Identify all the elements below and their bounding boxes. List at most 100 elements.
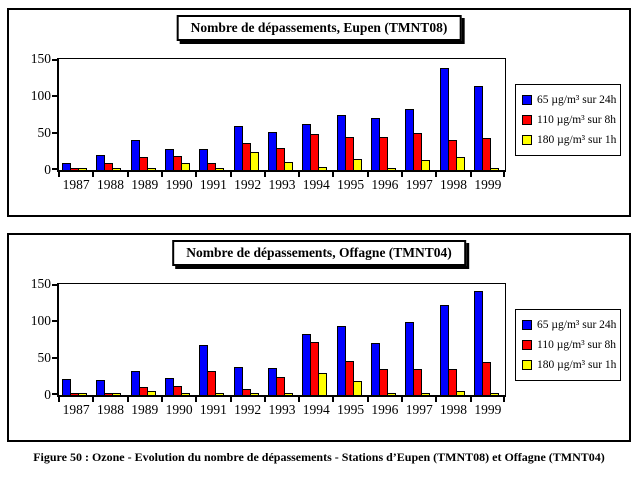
bar-1995-series-1 bbox=[344, 360, 354, 395]
x-axis-label: 1992 bbox=[234, 402, 262, 417]
bar-1991-series-0 bbox=[199, 344, 209, 395]
bar-1992-series-2 bbox=[249, 152, 259, 170]
bar-1996-series-1 bbox=[378, 369, 388, 395]
y-axis-label: 100 bbox=[30, 313, 51, 328]
legend-marker-0 bbox=[522, 95, 532, 105]
bar-1998-series-0 bbox=[439, 67, 449, 170]
bar-1995-series-2 bbox=[352, 158, 362, 170]
x-axis-tick bbox=[401, 172, 404, 177]
bar-1989-series-2 bbox=[146, 391, 156, 395]
x-axis-tick bbox=[160, 397, 163, 402]
x-axis-label: 1996 bbox=[371, 402, 399, 417]
y-axis-label: 0 bbox=[44, 162, 51, 177]
bar-1995-series-1 bbox=[344, 137, 354, 170]
bar-1996-series-1 bbox=[378, 136, 388, 170]
legend-eupen: 65 µg/m³ sur 24h 110 µg/m³ sur 8h 180 µg/m… bbox=[515, 84, 621, 156]
y-axis-tick bbox=[52, 393, 59, 395]
bar-1997-series-0 bbox=[405, 322, 415, 395]
x-axis-tick bbox=[195, 172, 198, 177]
bar-1999-series-2 bbox=[489, 167, 499, 170]
bar-1996-series-2 bbox=[386, 168, 396, 170]
x-axis-tick bbox=[298, 397, 301, 402]
x-axis-label: 1994 bbox=[302, 177, 330, 192]
x-axis-label: 1988 bbox=[96, 177, 124, 192]
bar-1999-series-1 bbox=[481, 362, 491, 395]
legend-offagne: 65 µg/m³ sur 24h 110 µg/m³ sur 8h 180 µg/m… bbox=[515, 309, 621, 381]
bar-1991-series-0 bbox=[199, 149, 209, 170]
x-axis-tick bbox=[195, 397, 198, 402]
x-axis-tick bbox=[332, 397, 335, 402]
bar-1989-series-0 bbox=[130, 371, 140, 395]
bar-1994-series-1 bbox=[310, 134, 320, 170]
bar-1994-series-2 bbox=[318, 372, 328, 395]
bar-1987-series-2 bbox=[78, 393, 88, 395]
x-axis-tick bbox=[435, 172, 438, 177]
x-axis-label: 1995 bbox=[337, 177, 365, 192]
bar-1989-series-0 bbox=[130, 140, 140, 170]
legend-marker-1 bbox=[522, 115, 532, 125]
y-axis-label: 150 bbox=[30, 51, 51, 66]
bar-1999-series-1 bbox=[481, 138, 491, 170]
x-axis-label: 1998 bbox=[440, 402, 468, 417]
legend-marker-2 bbox=[522, 135, 532, 145]
plot-area-eupen: 0 50 100 150 1987 1988 1989 1990 1991 1992 1993 199… bbox=[31, 52, 506, 192]
x-axis-label: 1990 bbox=[165, 402, 193, 417]
x-axis-label: 1992 bbox=[234, 177, 262, 192]
bar-1995-series-2 bbox=[352, 380, 362, 395]
bar-1988-series-1 bbox=[104, 162, 114, 170]
bar-1998-series-2 bbox=[455, 156, 465, 170]
x-axis-label: 1989 bbox=[131, 402, 159, 417]
bar-1988-series-2 bbox=[112, 168, 122, 170]
bar-1989-series-1 bbox=[138, 157, 148, 170]
bar-1988-series-2 bbox=[112, 393, 122, 395]
legend-item-0: 65 µg/m³ sur 24h bbox=[522, 315, 618, 335]
x-axis-label: 1997 bbox=[405, 177, 433, 192]
bar-1993-series-2 bbox=[284, 161, 293, 170]
x-axis-tick bbox=[469, 172, 472, 177]
legend-item-2: 180 µg/m³ sur 1h bbox=[522, 355, 618, 375]
x-axis-tick bbox=[503, 172, 505, 177]
bar-1997-series-1 bbox=[413, 133, 423, 170]
x-axis-tick bbox=[469, 397, 472, 402]
y-axis-tick bbox=[52, 357, 59, 359]
bar-1997-series-2 bbox=[421, 393, 431, 395]
x-axis-label: 1989 bbox=[131, 177, 159, 192]
legend-item-1: 110 µg/m³ sur 8h bbox=[522, 335, 618, 355]
legend-item-1: 110 µg/m³ sur 8h bbox=[522, 110, 618, 130]
chart-title-offagne: Nombre de dépassements, Offagne (TMNT04) bbox=[186, 245, 452, 260]
x-axis-tick bbox=[263, 397, 266, 402]
legend-marker-1 bbox=[522, 340, 532, 350]
x-axis-tick bbox=[366, 397, 369, 402]
y-axis-label: 50 bbox=[37, 350, 52, 365]
bar-1995-series-0 bbox=[336, 326, 346, 395]
chart-title-eupen: Nombre de dépassements, Eupen (TMNT08) bbox=[190, 20, 448, 35]
bar-1990-series-1 bbox=[173, 386, 183, 395]
bar-1993-series-2 bbox=[284, 393, 293, 395]
bar-1992-series-0 bbox=[233, 366, 243, 395]
x-axis-label: 1993 bbox=[268, 402, 296, 417]
x-axis-tick bbox=[229, 172, 232, 177]
x-axis-tick bbox=[332, 172, 335, 177]
bar-1992-series-1 bbox=[241, 389, 251, 395]
x-axis-tick bbox=[58, 397, 60, 402]
bar-1996-series-0 bbox=[370, 343, 380, 395]
bar-1990-series-2 bbox=[181, 393, 191, 395]
chart-title-box-eupen: Nombre de dépassements, Eupen (TMNT08) bbox=[176, 15, 462, 42]
y-axis-tick bbox=[52, 320, 59, 322]
bar-1989-series-1 bbox=[138, 386, 148, 395]
legend-item-2: 180 µg/m³ sur 1h bbox=[522, 130, 618, 150]
x-axis-tick bbox=[92, 172, 95, 177]
bar-1989-series-2 bbox=[146, 168, 156, 170]
y-axis-label: 50 bbox=[37, 125, 52, 140]
bar-1997-series-2 bbox=[421, 160, 431, 170]
y-axis-tick bbox=[52, 132, 59, 134]
bar-1991-series-2 bbox=[215, 392, 225, 395]
bar-1988-series-0 bbox=[96, 155, 106, 170]
x-axis-tick bbox=[229, 397, 232, 402]
legend-label-1: 110 µg/m³ sur 8h bbox=[537, 339, 616, 351]
x-axis-label: 1995 bbox=[337, 402, 365, 417]
bar-1987-series-0 bbox=[62, 162, 72, 170]
x-axis-label: 1993 bbox=[268, 177, 296, 192]
bar-1998-series-2 bbox=[455, 390, 465, 395]
